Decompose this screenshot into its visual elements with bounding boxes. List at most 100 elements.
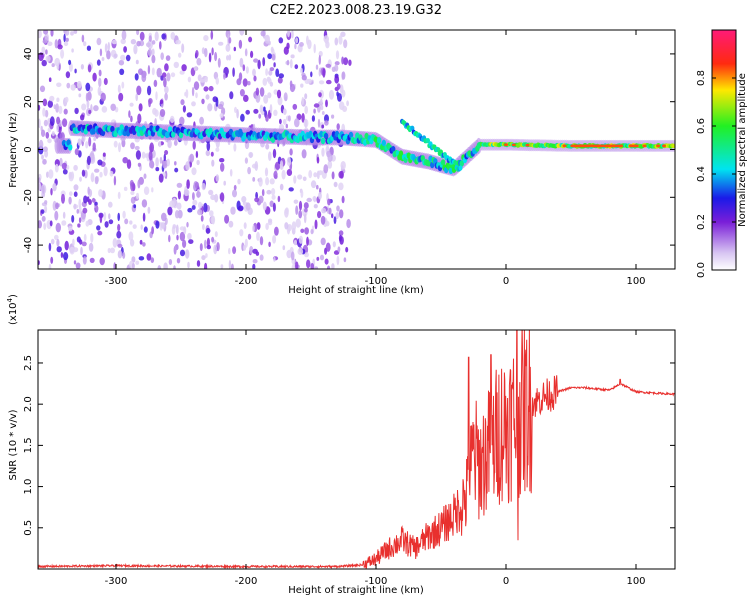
spectral-speckle: [346, 100, 349, 107]
spectral-speckle: [295, 218, 301, 228]
spectral-speckle: [247, 233, 252, 240]
ridge-point: [459, 160, 464, 167]
spectral-speckle: [108, 213, 111, 220]
spectral-speckle: [284, 207, 289, 215]
spectral-speckle: [56, 97, 60, 103]
spectral-speckle: [194, 181, 200, 189]
ridge-branch: [410, 125, 415, 131]
spectral-speckle: [81, 169, 86, 177]
spectral-speckle: [335, 211, 340, 219]
spectral-speckle: [297, 248, 304, 255]
spectral-speckle: [295, 261, 299, 269]
spectral-speckle: [106, 50, 111, 60]
spectral-speckle: [197, 209, 203, 216]
spectral-speckle: [183, 189, 190, 197]
spectral-speckle: [204, 47, 208, 58]
spectral-speckle: [289, 59, 293, 69]
colorbar-tick-label: 0.8: [696, 70, 707, 86]
spectral-speckle: [345, 246, 349, 253]
spectral-speckle: [281, 169, 286, 180]
spectral-speckle: [282, 245, 286, 251]
spectral-speckle: [338, 182, 344, 191]
spectral-speckle: [62, 169, 68, 175]
spectral-speckle: [57, 44, 63, 50]
spectral-speckle: [210, 194, 216, 201]
spectral-speckle: [267, 92, 272, 99]
spectral-speckle: [164, 170, 168, 180]
spectral-speckle: [122, 210, 126, 219]
spectral-speckle: [270, 46, 274, 53]
spectral-speckle: [70, 84, 76, 91]
y-tick-label: -20: [23, 189, 34, 205]
spectral-speckle: [201, 255, 206, 261]
spectral-speckle: [173, 140, 178, 146]
spectral-speckle: [336, 255, 340, 266]
spectral-speckle: [262, 77, 268, 86]
spectrogram-ylabel: Frequency (Hz): [8, 112, 19, 188]
spectral-speckle: [187, 261, 190, 269]
spectral-speckle: [295, 205, 299, 215]
spectral-speckle: [321, 111, 325, 115]
spectral-speckle: [123, 46, 127, 53]
spectral-speckle: [163, 262, 168, 269]
spectral-speckle: [203, 86, 209, 92]
spectral-speckle: [45, 55, 51, 62]
spectral-speckle: [140, 224, 143, 230]
spectral-speckle: [200, 215, 204, 222]
ridge-core: [642, 144, 647, 148]
spectral-speckle: [155, 167, 160, 172]
spectral-speckle: [278, 73, 285, 79]
spectral-speckle: [49, 95, 55, 102]
spectral-speckle: [265, 222, 269, 231]
y-tick-label: -40: [23, 237, 34, 253]
spectral-speckle: [303, 118, 309, 128]
spectral-speckle: [75, 262, 81, 269]
spectral-speckle: [54, 234, 59, 241]
spectral-speckle: [174, 167, 179, 173]
spectral-speckle: [318, 170, 323, 176]
spectral-speckle: [204, 262, 208, 269]
spectral-speckle: [99, 48, 103, 57]
spectral-speckle: [327, 153, 333, 162]
ridge-branch: [426, 138, 430, 144]
spectral-speckle: [228, 220, 234, 228]
spectral-speckle: [292, 103, 298, 110]
spectral-speckle: [228, 54, 232, 61]
spectral-speckle: [41, 59, 47, 67]
spectral-speckle: [173, 61, 179, 69]
spectral-speckle: [294, 43, 297, 50]
spectral-speckle: [269, 178, 275, 185]
spectral-speckle: [196, 159, 200, 166]
spectral-speckle: [151, 226, 155, 235]
spectral-speckle: [87, 64, 92, 73]
spectral-speckle: [253, 58, 259, 63]
spectral-speckle: [205, 253, 208, 258]
spectral-speckle: [143, 173, 147, 179]
y-tick-label: 1.0: [23, 479, 34, 495]
spectral-speckle: [155, 220, 160, 229]
spectral-speckle: [99, 171, 103, 178]
spectral-speckle: [56, 238, 60, 247]
spectral-speckle: [223, 180, 226, 186]
ridge-core: [662, 144, 666, 148]
ridge-point: [171, 131, 176, 138]
spectral-speckle: [47, 138, 52, 144]
spectral-speckle: [211, 159, 215, 167]
spectral-speckle: [283, 92, 288, 102]
spectral-speckle: [300, 67, 303, 74]
spectral-speckle: [334, 37, 339, 46]
spectral-speckle: [336, 123, 340, 131]
spectral-speckle: [118, 59, 125, 66]
spectral-speckle: [151, 54, 156, 64]
spectral-speckle: [181, 64, 187, 72]
spectral-speckle: [325, 63, 332, 68]
spectral-speckle: [41, 129, 46, 137]
spectral-speckle: [100, 92, 106, 102]
spectral-speckle: [152, 107, 157, 115]
snr-scale-label: (x104): [6, 294, 19, 325]
spectral-speckle: [117, 243, 123, 248]
spectral-speckle: [139, 239, 143, 245]
spectral-speckle: [42, 146, 48, 152]
spectral-speckle: [215, 174, 220, 182]
